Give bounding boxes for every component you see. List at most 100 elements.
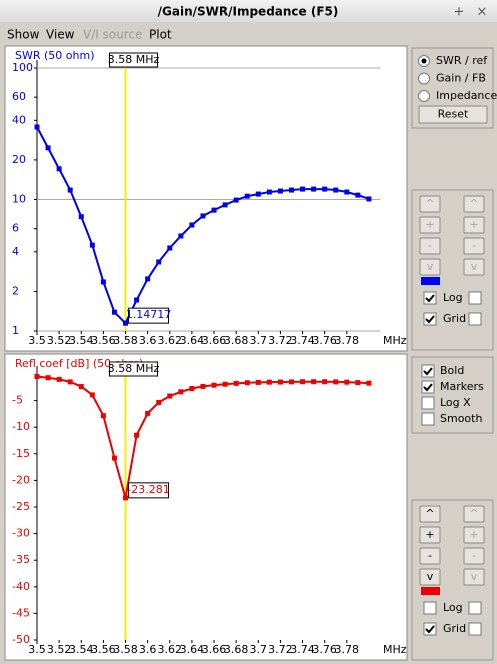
data-point (233, 380, 239, 386)
button[interactable] (419, 526, 441, 544)
button[interactable] (463, 568, 485, 586)
checkbox-label[interactable]: Log (443, 601, 463, 614)
data-point (288, 187, 294, 193)
button[interactable] (419, 505, 441, 523)
x-tick-label: 3.7 (250, 643, 268, 656)
data-point (300, 379, 306, 385)
data-point (67, 379, 73, 385)
button-label[interactable]: + (469, 218, 478, 231)
window-title: /Gain/SWR/Impedance (F5) (158, 5, 339, 19)
checkbox[interactable] (423, 622, 437, 636)
button-label[interactable]: - (472, 239, 476, 252)
button-label[interactable]: - (472, 549, 476, 562)
y-tick-label: 6 (12, 222, 19, 235)
checkbox-label[interactable]: Log (443, 291, 463, 304)
button-label[interactable]: + (469, 528, 478, 541)
data-point (178, 233, 184, 239)
button[interactable] (463, 547, 485, 565)
checkbox[interactable] (421, 412, 435, 426)
x-tick-label: 3.62 (158, 334, 183, 347)
x-tick-label: 3.54 (69, 643, 94, 656)
checkbox[interactable] (423, 291, 437, 305)
button-label[interactable]: v (427, 570, 434, 583)
button[interactable] (419, 568, 441, 586)
button[interactable] (419, 216, 441, 234)
button-label[interactable]: ^ (425, 197, 434, 210)
data-point (211, 207, 217, 213)
data-point (277, 379, 283, 385)
menu-item[interactable]: View (46, 28, 75, 42)
radio-label[interactable]: Gain / FB (436, 72, 486, 85)
y-tick-label: -5 (12, 394, 23, 407)
y-tick-label: -25 (12, 500, 30, 513)
button[interactable] (463, 216, 485, 234)
button[interactable] (463, 195, 485, 213)
data-point (355, 192, 361, 198)
y-tick-label: -20 (12, 473, 30, 486)
button-label[interactable]: ^ (469, 197, 478, 210)
checkbox[interactable] (421, 380, 435, 394)
button[interactable] (419, 547, 441, 565)
radio[interactable] (418, 72, 430, 85)
checkbox-label[interactable]: Bold (440, 364, 464, 377)
button[interactable] (418, 105, 488, 124)
data-point (333, 187, 339, 193)
checkbox-label[interactable]: Grid (443, 622, 466, 635)
checkbox[interactable] (468, 622, 482, 636)
radio[interactable] (418, 90, 430, 102)
window-button[interactable]: × (477, 5, 488, 20)
checkbox[interactable] (423, 601, 437, 615)
data-point (233, 197, 239, 203)
checkbox[interactable] (468, 601, 482, 615)
plot-panel (4, 353, 408, 661)
radio-label[interactable]: SWR / ref (436, 54, 488, 67)
checkbox-label[interactable]: Grid (443, 312, 466, 325)
checkbox[interactable] (468, 291, 482, 305)
button-label[interactable]: v (427, 260, 434, 273)
menu-item[interactable]: Show (7, 28, 40, 42)
button-label[interactable]: + (425, 528, 434, 541)
button[interactable] (463, 237, 485, 255)
window-button[interactable]: + (454, 5, 465, 20)
button[interactable] (463, 505, 485, 523)
x-tick-label: 3.62 (158, 643, 183, 656)
button-label[interactable]: - (428, 239, 432, 252)
radio-label[interactable]: Impedance (436, 89, 497, 102)
button[interactable] (419, 195, 441, 213)
menu-item[interactable]: V/I source (83, 28, 142, 42)
value-label-box (128, 307, 170, 324)
data-point (277, 188, 283, 194)
value-label-box (128, 482, 170, 499)
button-label[interactable]: Reset (438, 108, 469, 121)
button-label[interactable]: - (428, 549, 432, 562)
menu-item[interactable]: Plot (149, 28, 172, 42)
data-point (322, 186, 328, 192)
button[interactable] (419, 237, 441, 255)
checkbox[interactable] (423, 312, 437, 326)
y-tick-label: -45 (12, 606, 30, 619)
marker-label: 3.58 MHz (108, 362, 160, 375)
check-mark (423, 367, 433, 376)
button-label[interactable]: ^ (425, 507, 434, 520)
check-mark (425, 625, 435, 634)
checkbox-label[interactable]: Log X (440, 396, 471, 409)
checkbox[interactable] (468, 312, 482, 326)
x-tick-label: 3.64 (180, 334, 205, 347)
button-label[interactable]: v (471, 260, 478, 273)
button-label[interactable]: ^ (469, 507, 478, 520)
x-tick-label: 3.68 (224, 334, 249, 347)
data-point (56, 166, 62, 172)
checkbox-label[interactable]: Smooth (440, 412, 482, 425)
checkbox[interactable] (421, 396, 435, 410)
checkbox-label[interactable]: Markers (440, 380, 484, 393)
button[interactable] (463, 526, 485, 544)
data-point (344, 379, 350, 385)
button[interactable] (463, 258, 485, 276)
button[interactable] (419, 258, 441, 276)
checkbox[interactable] (421, 364, 435, 378)
x-axis-label: MHz (383, 643, 407, 656)
y-tick-label: -10 (12, 420, 30, 433)
button-label[interactable]: v (471, 570, 478, 583)
button-label[interactable]: + (425, 218, 434, 231)
